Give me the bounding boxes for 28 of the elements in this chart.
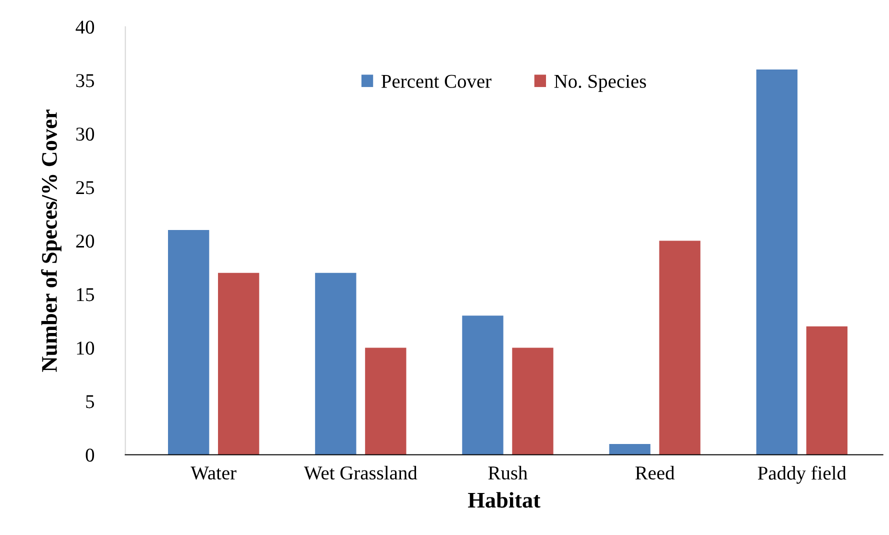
bar (168, 230, 210, 455)
x-tick-label: Wet Grassland (304, 466, 418, 480)
x-tick-label: Reed (635, 466, 675, 480)
bar (365, 348, 406, 455)
bar (218, 272, 260, 455)
y-tick-label: 20 (76, 234, 94, 248)
bar (756, 70, 798, 455)
x-tick-label: Water (190, 466, 236, 480)
y-tick-label: 40 (76, 20, 94, 34)
bar (512, 348, 554, 455)
y-tick-label: 30 (76, 128, 94, 141)
y-tick-label: 35 (76, 74, 94, 88)
y-tick-label: 0 (86, 448, 94, 462)
x-tick-label: Rush (488, 466, 528, 480)
bar (609, 444, 650, 455)
y-tick-label: 15 (77, 288, 94, 302)
bar (462, 316, 504, 455)
y-axis-title: Number of Speces/% Cover (41, 110, 62, 372)
x-tick-label: Paddy field (758, 466, 846, 484)
legend-label: Percent Cover (381, 74, 492, 88)
y-tick-label: 25 (76, 181, 94, 194)
y-tick-label: 5 (86, 395, 94, 408)
bar (315, 272, 356, 455)
y-tick-label: 10 (77, 342, 94, 355)
bar (659, 240, 700, 455)
legend-label: No. Species (554, 74, 646, 92)
bar (806, 326, 848, 455)
x-axis-title: Habitat (468, 492, 540, 508)
